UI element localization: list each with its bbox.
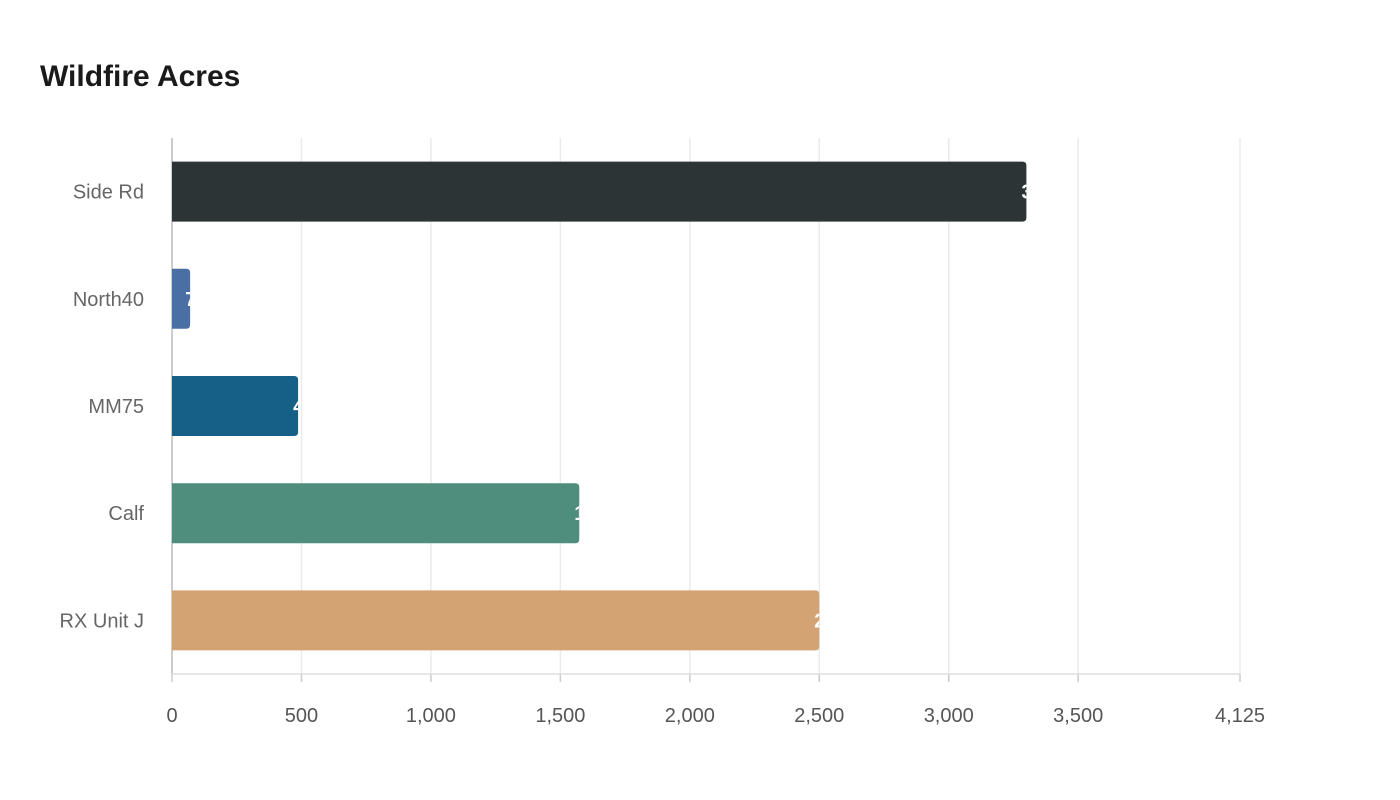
data-label: 70	[185, 289, 207, 311]
bar	[172, 483, 580, 544]
x-tick-label: 2,500	[794, 705, 844, 727]
x-tick-label: 1,500	[535, 705, 585, 727]
x-tick-label: 0	[166, 705, 177, 727]
category-label: RX Unit J	[60, 610, 144, 632]
category-label: MM75	[88, 396, 144, 418]
data-label: 487	[293, 396, 326, 418]
bar	[172, 161, 1027, 222]
x-tick-label: 1,000	[406, 705, 456, 727]
category-label: Side Rd	[73, 182, 144, 204]
x-tick-label: 3,000	[924, 705, 974, 727]
x-tick-label: 2,000	[665, 705, 715, 727]
bar	[172, 376, 299, 436]
x-tick-label: 500	[285, 705, 318, 727]
data-label: 3,300	[1021, 182, 1071, 204]
x-tick-label: 4,125	[1215, 705, 1265, 727]
category-label: North40	[73, 289, 144, 311]
data-label: 1,573	[574, 503, 624, 525]
x-tick-label: 3,500	[1053, 705, 1103, 727]
chart-title: Wildfire Acres	[40, 60, 241, 93]
bar	[172, 268, 191, 329]
data-label: 2,500	[814, 610, 864, 632]
bar	[172, 590, 820, 651]
category-label: Calf	[108, 503, 144, 525]
